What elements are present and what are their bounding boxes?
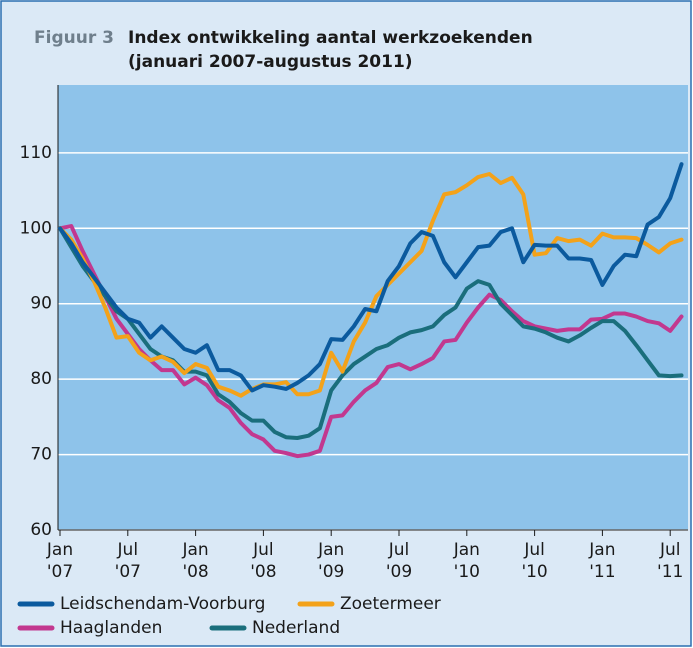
y-tick-label: 70 [30,445,52,465]
x-tick-label-line: '08 [250,562,276,582]
x-tick-label-line: '10 [454,562,480,582]
x-tick-label-line: '07 [47,562,73,582]
chart-title: (januari 2007-augustus 2011) [128,52,413,72]
legend-label: Leidschendam-Voorburg [60,594,265,614]
y-tick-label: 90 [30,294,52,314]
x-tick-label: Jan '10 [453,540,480,582]
x-tick-label: Jan '07 [46,540,73,582]
x-tick-label: Jul '11 [657,540,683,582]
x-tick-label-line: Jul [252,540,274,560]
legend-label: Haaglanden [60,618,162,638]
x-tick-label: Jul '09 [386,540,412,582]
legend-label: Zoetermeer [340,594,441,614]
legend-label: Nederland [252,618,340,638]
x-tick-label-line: Jul [388,540,410,560]
x-tick-label-line: '11 [657,562,683,582]
x-tick-label-line: Jan [46,540,73,560]
y-tick-label: 60 [30,520,52,540]
x-tick-label-line: '09 [386,562,412,582]
x-tick-label-line: Jul [117,540,139,560]
x-tick-label: Jan '09 [317,540,344,582]
x-tick-label-line: '11 [589,562,615,582]
x-tick-label: Jul '07 [115,540,141,582]
figure-label: Figuur 3 [34,28,114,48]
y-tick-label: 110 [20,143,52,163]
x-tick-label-line: Jan [453,540,480,560]
line-series [58,162,684,393]
x-tick-label: Jul '08 [250,540,276,582]
x-tick-label: Jan '08 [181,540,208,582]
line-series [58,224,684,459]
y-tick-label: 100 [20,218,52,238]
x-tick-label: Jan '11 [588,540,615,582]
y-tick-label: 80 [30,369,52,389]
x-tick-label-line: '07 [115,562,141,582]
x-tick-label-line: '08 [182,562,208,582]
x-tick-label-line: Jul [523,540,545,560]
x-tick-label-line: '09 [318,562,344,582]
x-tick-label-line: Jan [181,540,208,560]
x-tick-label-line: Jul [659,540,681,560]
x-tick-label-line: Jan [317,540,344,560]
x-tick-label-line: '10 [521,562,547,582]
x-tick-label-line: Jan [588,540,615,560]
chart-title: Index ontwikkeling aantal werkzoekenden [128,28,533,48]
x-tick-label: Jul '10 [521,540,547,582]
